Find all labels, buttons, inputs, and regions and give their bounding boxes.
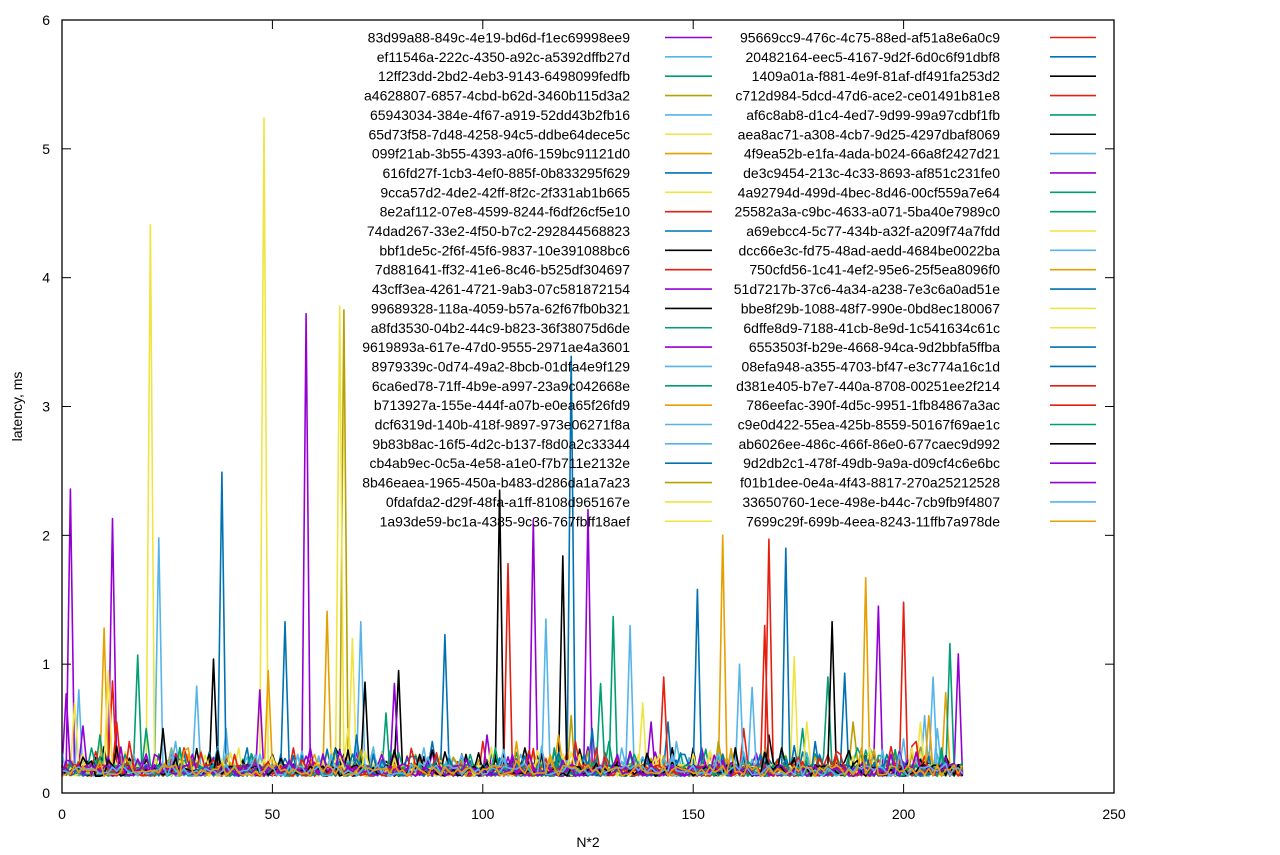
legend-label-49: 9d2db2c1-478f-49db-9a9a-d09cf4c6e6bc <box>743 455 1000 471</box>
legend-label-45: d381e405-b7e7-440a-8708-00251ee2f214 <box>736 378 1000 394</box>
legend-label-5: 65943034-384e-4f67-a919-52dd43b2fb16 <box>370 107 630 123</box>
y-tick-label: 1 <box>42 656 50 672</box>
axes: 0 50 100 150 200 250 0 1 2 3 4 5 6 N*2 latency, ms <box>9 12 1126 850</box>
legend-label-39: 750cfd56-1c41-4ef2-95e6-25f5ea8096f0 <box>749 262 1000 278</box>
plot-lines <box>61 117 964 778</box>
legend-label-42: 6dffe8d9-7188-41cb-8e9d-1c541634c61c <box>743 320 1000 336</box>
x-tick-label: 200 <box>892 806 916 822</box>
legend-label-44: 08efa948-a355-4703-bf47-e3c774a16c1d <box>742 358 1000 374</box>
x-tick-label: 50 <box>265 806 281 822</box>
legend-label-36: 25582a3a-c9bc-4633-a071-5ba40e7989c0 <box>735 204 1001 220</box>
y-tick-label: 6 <box>42 12 50 28</box>
x-axis-label: N*2 <box>576 834 600 850</box>
x-tick-label: 150 <box>682 806 706 822</box>
legend-label-48: ab6026ee-486c-466f-86e0-677caec9d992 <box>738 436 1000 452</box>
legend: 83d99a88-849c-4e19-bd6d-f1ec69998ee9 ef11… <box>362 30 1096 529</box>
legend-label-43: 6553503f-b29e-4668-94ca-9d2bbfa5ffba <box>749 339 1000 355</box>
y-tick-label: 5 <box>42 141 50 157</box>
legend-label-6: 65d73f58-7d48-4258-94c5-ddbe64dece5c <box>368 126 630 142</box>
legend-label-35: 4a92794d-499d-4bec-8d46-00cf559a7e64 <box>738 184 1001 200</box>
legend-label-15: 99689328-118a-4059-b57a-62f67fb0b321 <box>371 300 630 316</box>
legend-label-52: 7699c29f-699b-4eea-8243-11ffb7a978de <box>746 513 1000 529</box>
y-tick-label: 4 <box>42 270 50 286</box>
legend-label-34: de3c9454-213c-4c33-8693-af851c231fe0 <box>743 165 1000 181</box>
legend-label-26: 1a93de59-bc1a-4385-9c36-767fbff18aef <box>380 513 631 529</box>
legend-label-18: 8979339c-0d74-49a2-8bcb-01dfa4e9f129 <box>372 358 631 374</box>
legend-label-9: 9cca57d2-4de2-42ff-8f2c-2f331ab1b665 <box>380 184 630 200</box>
legend-label-40: 51d7217b-37c6-4a34-a238-7e3c6a0ad51e <box>734 281 1000 297</box>
legend-label-19: 6ca6ed78-71ff-4b9e-a997-23a9c042668e <box>372 378 630 394</box>
legend-label-22: 9b83b8ac-16f5-4d2c-b137-f8d0a2c33344 <box>372 436 630 452</box>
legend-label-46: 786eefac-390f-4d5c-9951-1fb84867a3ac <box>746 397 1000 413</box>
legend-label-17: 9619893a-617e-47d0-9555-2971ae4a3601 <box>362 339 630 355</box>
legend-label-8: 616fd27f-1cb3-4ef0-885f-0b833295f629 <box>382 165 630 181</box>
y-tick-label: 0 <box>42 785 50 801</box>
legend-label-10: 8e2af112-07e8-4599-8244-f6df26cf5e10 <box>380 204 631 220</box>
legend-label-27: 95669cc9-476c-4c75-88ed-af51a8e6a0c9 <box>740 30 1000 46</box>
legend-label-7: 099f21ab-3b55-4393-a0f6-159bc91121d0 <box>372 146 630 162</box>
x-tick-label: 250 <box>1102 806 1126 822</box>
legend-label-50: f01b1dee-0e4a-4f43-8817-270a25212528 <box>740 475 1000 491</box>
series-line-52 <box>61 747 964 777</box>
legend-label-1: 83d99a88-849c-4e19-bd6d-f1ec69998ee9 <box>368 30 631 46</box>
y-tick-label: 2 <box>42 527 50 543</box>
legend-label-38: dcc66e3c-fd75-48ad-aedd-4684be0022ba <box>738 242 1000 258</box>
x-tick-label: 100 <box>471 806 495 822</box>
legend-label-13: 7d881641-ff32-41e6-8c46-b525df304697 <box>375 262 630 278</box>
legend-label-25: 0fdafda2-d29f-48fa-a1ff-8108d965167e <box>386 494 630 510</box>
legend-label-41: bbe8f29b-1088-48f7-990e-0bd8ec180067 <box>741 300 1000 316</box>
legend-label-21: dcf6319d-140b-418f-9897-973e06271f8a <box>375 417 631 433</box>
legend-label-28: 20482164-eec5-4167-9d2f-6d0c6f91dbf8 <box>745 49 1000 65</box>
y-axis-label: latency, ms <box>9 372 25 442</box>
legend-label-30: c712d984-5dcd-47d6-ace2-ce01491b81e8 <box>735 88 1000 104</box>
legend-label-33: 4f9ea52b-e1fa-4ada-b024-66a8f2427d21 <box>744 146 1000 162</box>
legend-label-11: 74dad267-33e2-4f50-b7c2-292844568823 <box>367 223 630 239</box>
series-line-10 <box>61 538 963 777</box>
legend-label-3: 12ff23dd-2bd2-4eb3-9143-6498099fedfb <box>378 68 630 84</box>
legend-label-23: cb4ab9ec-0c5a-4e58-a1e0-f7b711e2132e <box>369 455 630 471</box>
x-tick-label: 0 <box>58 806 66 822</box>
legend-label-47: c9e0d422-55ea-425b-8559-50167f69ae1c <box>738 417 1000 433</box>
y-tick-label: 3 <box>42 399 50 415</box>
legend-label-14: 43cff3ea-4261-4721-9ab3-07c581872154 <box>372 281 630 297</box>
legend-label-37: a69ebcc4-5c77-434b-a32f-a209f74a7fdd <box>746 223 1000 239</box>
legend-label-2: ef11546a-222c-4350-a92c-a5392dffb27d <box>377 49 630 65</box>
legend-label-20: b713927a-155e-444f-a07b-e0ea65f26fd9 <box>374 397 630 413</box>
legend-label-4: a4628807-6857-4cbd-b62d-3460b115d3a2 <box>364 88 630 104</box>
legend-label-32: aea8ac71-a308-4cb7-9d25-4297dbaf8069 <box>738 126 1001 142</box>
legend-label-12: bbf1de5c-2f6f-45f6-9837-10e391088bc6 <box>379 242 630 258</box>
legend-label-51: 33650760-1ece-498e-b44c-7cb9fb9f4807 <box>742 494 1000 510</box>
legend-label-24: 8b46eaea-1965-450a-b483-d286da1a7a23 <box>362 475 630 491</box>
legend-label-29: 1409a01a-f881-4e9f-81af-df491fa253d2 <box>752 68 1001 84</box>
legend-label-31: af6c8ab8-d1c4-4ed7-9d99-99a97cdbf1fb <box>746 107 1000 123</box>
legend-label-16: a8fd3530-04b2-44c9-b823-36f38075d6de <box>371 320 630 336</box>
